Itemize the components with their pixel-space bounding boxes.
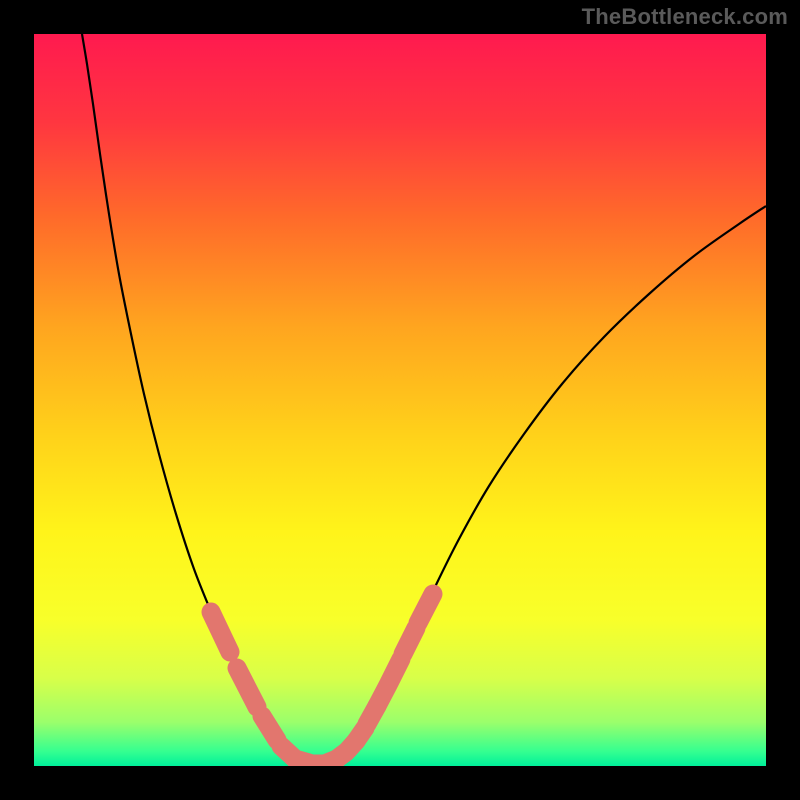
chart-frame: TheBottleneck.com (0, 0, 800, 800)
bottleneck-chart (0, 0, 800, 800)
highlight-segment (403, 628, 416, 654)
highlight-segment (262, 716, 277, 740)
watermark-label: TheBottleneck.com (582, 4, 788, 30)
highlight-segment (418, 594, 433, 623)
plot-area (34, 34, 766, 766)
